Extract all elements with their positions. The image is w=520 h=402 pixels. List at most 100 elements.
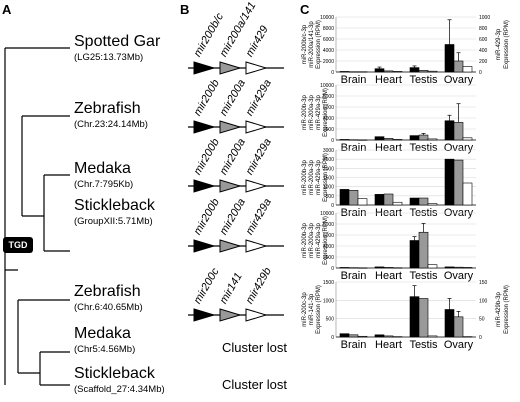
bar [374,68,385,73]
bar [453,159,464,206]
y-tick-label: 2000 [323,59,334,65]
y-tick-label: 8000 [323,26,334,32]
bar [357,267,368,269]
bar [348,71,359,73]
y-tick-label: 10000 [320,83,334,89]
y-tick-label: 0 [331,70,334,76]
bar [409,197,420,206]
y-tick-label: 3000 [323,148,334,154]
panel-a-label: A [2,2,12,17]
y-tick-label: 2500 [323,157,334,163]
y-right-tick-label: 400 [479,48,488,54]
y-axis-label: miR-200b-3p [302,222,308,257]
bar [348,267,359,269]
y-axis-label: Expression (RPM) [323,153,329,202]
category-label: Ovary [444,74,474,86]
bar [409,67,420,73]
species-label: Medaka [74,160,131,177]
cluster-row [188,120,284,134]
y-axis-label: Expression (RPM) [316,20,322,69]
bar [409,240,420,269]
species-label: Medaka [74,325,131,342]
bar [409,296,420,338]
y-tick-label: 0 [331,138,334,144]
y-axis-right-label: miR-429-3p [496,28,502,60]
gene-arrow [219,239,242,253]
y-axis-label: miR-429a-3p [316,94,322,129]
y-tick-label: 0 [331,266,334,272]
gene-arrow [193,120,216,134]
y-tick-label: 4000 [323,116,334,122]
y-right-tick-label: 100 [479,298,488,304]
y-axis-right-label: miR-429b-3p [496,291,502,326]
category-label: Testis [409,270,438,282]
bar [444,44,455,73]
locus-label: (GroupXII:5.71Mb) [74,216,153,227]
y-right-tick-label: 800 [479,26,488,32]
bar [339,71,350,73]
gene-arrow [219,308,242,322]
locus-label: (Chr.23:24.14Mb) [74,119,148,130]
y-tick-label: 500 [326,317,335,323]
category-label: Heart [375,74,402,86]
y-axis-right-label: Expression (RPM) [504,285,510,334]
category-label: Heart [375,339,402,351]
bar [453,60,464,73]
category-label: Brain [341,74,367,86]
gene-arrow [193,61,216,75]
cluster-row [188,239,284,253]
locus-label: (Chr5:4.56Mb) [74,344,136,355]
bar [348,190,359,206]
gene-arrow [245,61,268,75]
species-label: Stickleback [74,365,155,382]
y-right-tick-label: 200 [479,59,488,65]
y-right-tick-label: 0 [479,70,482,76]
y-axis-label: miR-200a-3p [309,94,315,129]
bar [462,137,473,141]
bar [357,198,368,206]
bar [462,336,473,338]
bar [462,182,473,206]
bar [444,309,455,338]
y-right-tick-label: 50 [479,317,485,323]
bar [383,267,394,269]
bar [444,158,455,206]
bar [357,335,368,338]
y-axis-label: Expression (RPM) [316,285,322,334]
category-label: Brain [341,270,367,282]
y-tick-label: 500 [326,194,335,200]
y-axis-label: miR-200a-3p [309,159,315,194]
species-label: Zebrafish [74,283,141,300]
bar [383,70,394,73]
y-tick-label: 0 [331,203,334,209]
category-label: Testis [409,142,438,154]
y-tick-label: 10000 [320,15,334,21]
y-tick-label: 1500 [323,280,334,286]
y-tick-label: 4000 [323,48,334,54]
bar [418,70,429,73]
y-right-tick-label: 600 [479,37,488,43]
gene-arrow [193,308,216,322]
panel-c-label: C [300,2,310,17]
bar [383,193,394,206]
y-right-tick-label: 1000 [479,15,490,21]
locus-label: (Chr.6:40.65Mb) [74,302,143,313]
category-label: Testis [409,339,438,351]
y-tick-label: 6000 [323,233,334,239]
bar [427,70,438,73]
bar [339,139,350,141]
bar [383,138,394,141]
gene-arrow [245,239,268,253]
y-tick-label: 8000 [323,94,334,100]
y-tick-label: 2000 [323,255,334,261]
y-right-tick-label: 0 [479,335,482,341]
gene-arrow [193,239,216,253]
locus-label: (Scaffold_27:4.34Mb) [74,384,165,395]
bar [339,333,350,338]
y-tick-label: 2000 [323,127,334,133]
bar [453,122,464,141]
y-tick-label: 0 [331,335,334,341]
y-tick-label: 10000 [320,211,334,217]
